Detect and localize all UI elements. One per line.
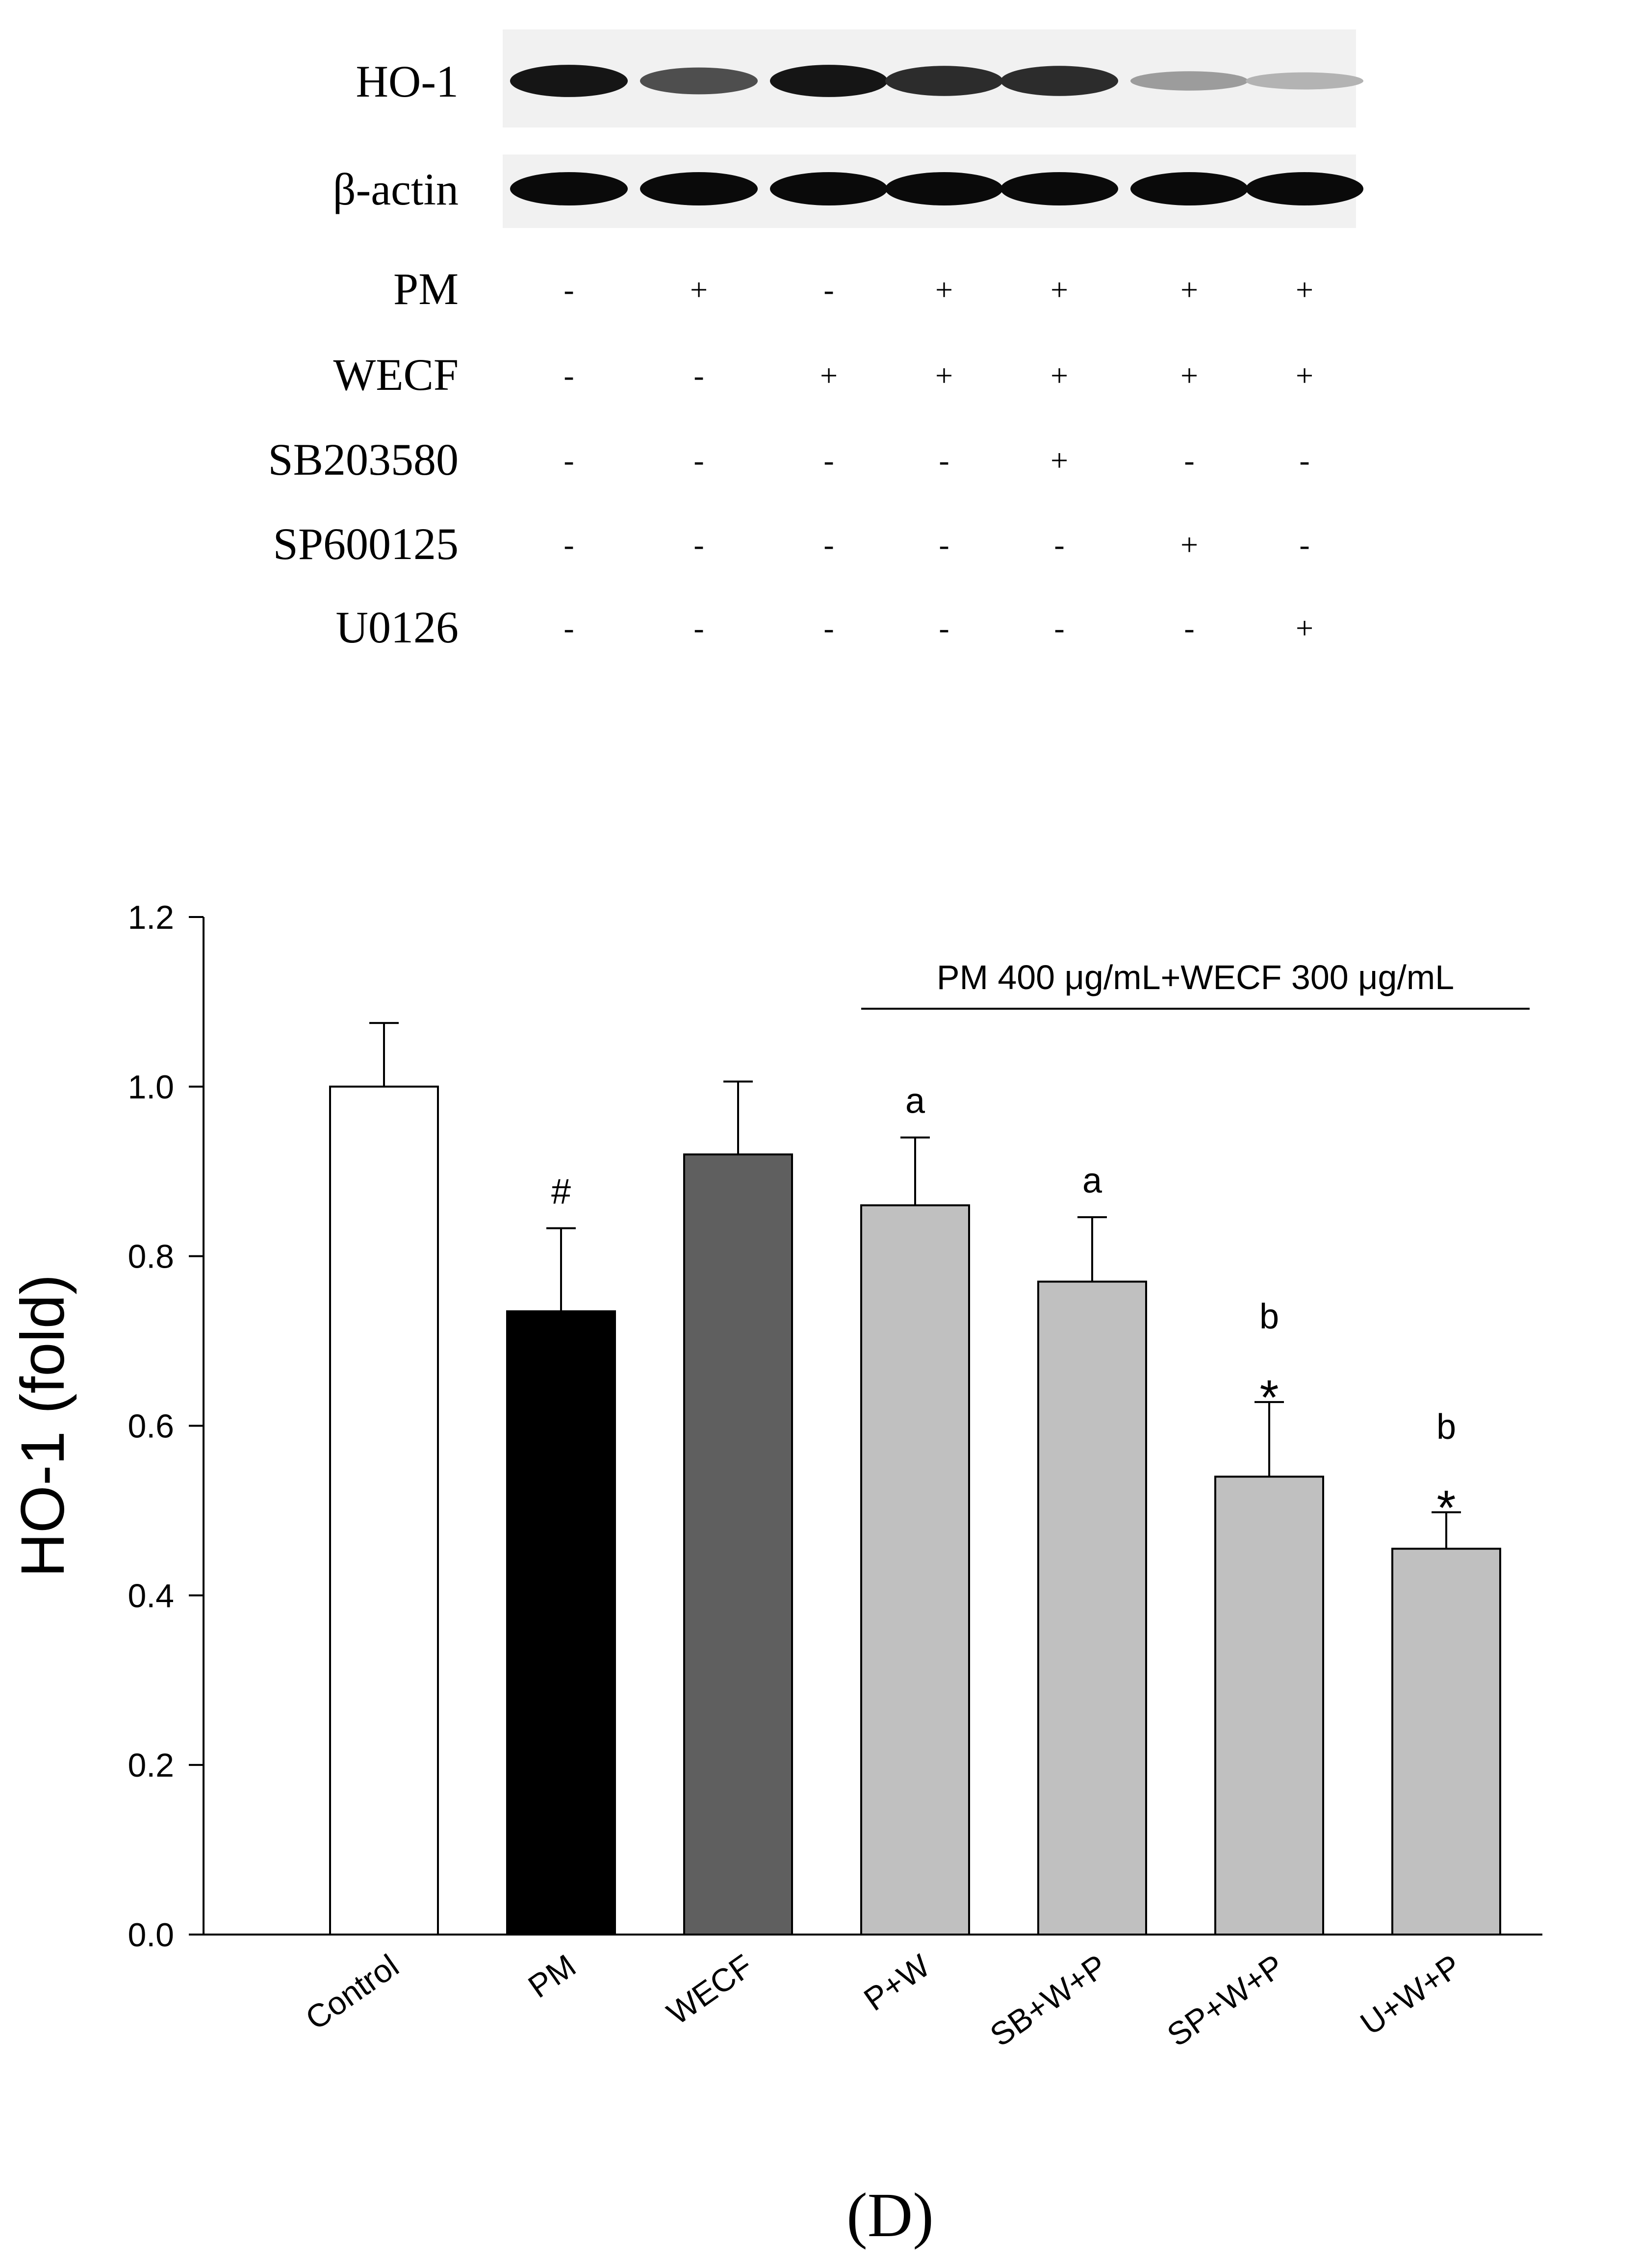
x-tick-label: Control — [299, 1947, 405, 2037]
y-tick-label: 0.6 — [128, 1408, 174, 1445]
significance-letter: b — [1259, 1297, 1279, 1336]
blot-band — [885, 66, 1003, 96]
y-tick-label: 1.0 — [128, 1069, 174, 1106]
treatment-label: SP600125 — [273, 519, 459, 569]
treatment-sign: - — [1184, 443, 1194, 478]
blot-band — [640, 172, 758, 205]
treatment-sign: - — [1054, 527, 1064, 562]
bar-pm — [506, 1310, 616, 1936]
bar-u-w-p — [1391, 1548, 1501, 1936]
treatment-sign: - — [939, 443, 949, 478]
treatment-sign: + — [1296, 611, 1313, 645]
blot-band — [1246, 72, 1363, 90]
treatment-sign: - — [563, 527, 574, 562]
blot-band — [510, 65, 628, 97]
treatment-sign: - — [693, 611, 704, 645]
treatment-sign: - — [823, 443, 834, 478]
bar-sp-w-p — [1214, 1476, 1324, 1936]
significance-letter: b — [1436, 1407, 1456, 1447]
bar-control — [329, 1085, 439, 1936]
treatment-sign: - — [1299, 527, 1309, 562]
blot-band — [1246, 172, 1363, 205]
treatment-sign: + — [1050, 443, 1068, 478]
treatment-sign: - — [563, 443, 574, 478]
treatment-sign: + — [935, 358, 953, 393]
treatment-sign: - — [563, 272, 574, 307]
treatment-sign: + — [1180, 358, 1198, 393]
treatment-label: U0126 — [336, 602, 459, 652]
blot-band — [640, 67, 758, 95]
x-tick-label: PM — [521, 1947, 582, 2005]
blot-band — [885, 172, 1003, 205]
y-tick-label: 1.2 — [128, 899, 174, 936]
y-tick-label: 0.0 — [128, 1916, 174, 1954]
significance-mark: # — [551, 1172, 571, 1212]
x-tick-label: U+W+P — [1354, 1947, 1467, 2042]
treatment-sign: + — [690, 272, 708, 307]
treatment-sign: + — [1050, 272, 1068, 307]
y-tick-label: 0.2 — [128, 1747, 174, 1784]
blot-row-label: β-actin — [333, 164, 459, 214]
significance-star: * — [1437, 1480, 1456, 1535]
x-tick-label: SB+W+P — [983, 1947, 1113, 2053]
treatment-sign: - — [1299, 443, 1309, 478]
treatment-table: PM - + - + + + + WECF - - + + + + + SB203580 - - - - + - - SP600… — [268, 264, 1313, 652]
y-tick-label: 0.8 — [128, 1238, 174, 1275]
bar-p-w — [860, 1204, 970, 1936]
x-tick-label: WECF — [660, 1947, 759, 2032]
blot-band — [770, 65, 888, 97]
treatment-label: PM — [393, 264, 459, 314]
treatment-sign: + — [1180, 272, 1198, 307]
blot-band — [1000, 66, 1118, 96]
significance-mark: a — [905, 1082, 925, 1121]
blot-band — [1130, 71, 1248, 91]
treatment-sign: - — [939, 611, 949, 645]
panel-label: (D) — [846, 2180, 934, 2250]
bar-wecf — [683, 1153, 793, 1936]
significance-mark: a — [1082, 1161, 1102, 1200]
treatment-sign: - — [823, 272, 834, 307]
treatment-sign: - — [1184, 611, 1194, 645]
y-axis-label: HO-1 (fold) — [9, 1274, 77, 1577]
blot-band — [1000, 172, 1118, 205]
treatment-sign: - — [693, 443, 704, 478]
treatment-sign: - — [693, 527, 704, 562]
blot-band — [1130, 172, 1248, 205]
treatment-label: WECF — [333, 350, 459, 400]
blot-row-label: HO-1 — [356, 56, 459, 106]
treatment-sign: - — [823, 527, 834, 562]
bracket-label: PM 400 μg/mL+WECF 300 μg/mL — [937, 958, 1454, 996]
bar-chart: 0.0 0.2 0.4 0.6 0.8 1.0 1.2 HO-1 (fold) Control #… — [9, 899, 1542, 2053]
treatment-sign: + — [935, 272, 953, 307]
western-blot: HO-1 β-actin — [333, 29, 1363, 228]
treatment-sign: - — [939, 527, 949, 562]
treatment-sign: + — [1296, 272, 1313, 307]
treatment-sign: - — [823, 611, 834, 645]
treatment-sign: - — [563, 358, 574, 393]
treatment-sign: + — [820, 358, 838, 393]
bar-sb-w-p — [1037, 1280, 1147, 1936]
x-tick-label: SP+W+P — [1160, 1947, 1290, 2053]
treatment-sign: - — [693, 358, 704, 393]
blot-band — [770, 172, 888, 205]
treatment-label: SB203580 — [268, 434, 459, 484]
treatment-sign: - — [1054, 611, 1064, 645]
treatment-sign: - — [563, 611, 574, 645]
y-tick-label: 0.4 — [128, 1577, 174, 1614]
treatment-sign: + — [1180, 527, 1198, 562]
blot-band — [510, 172, 628, 205]
significance-star: * — [1260, 1370, 1279, 1425]
x-tick-label: P+W — [857, 1947, 937, 2017]
treatment-sign: + — [1296, 358, 1313, 393]
treatment-sign: + — [1050, 358, 1068, 393]
